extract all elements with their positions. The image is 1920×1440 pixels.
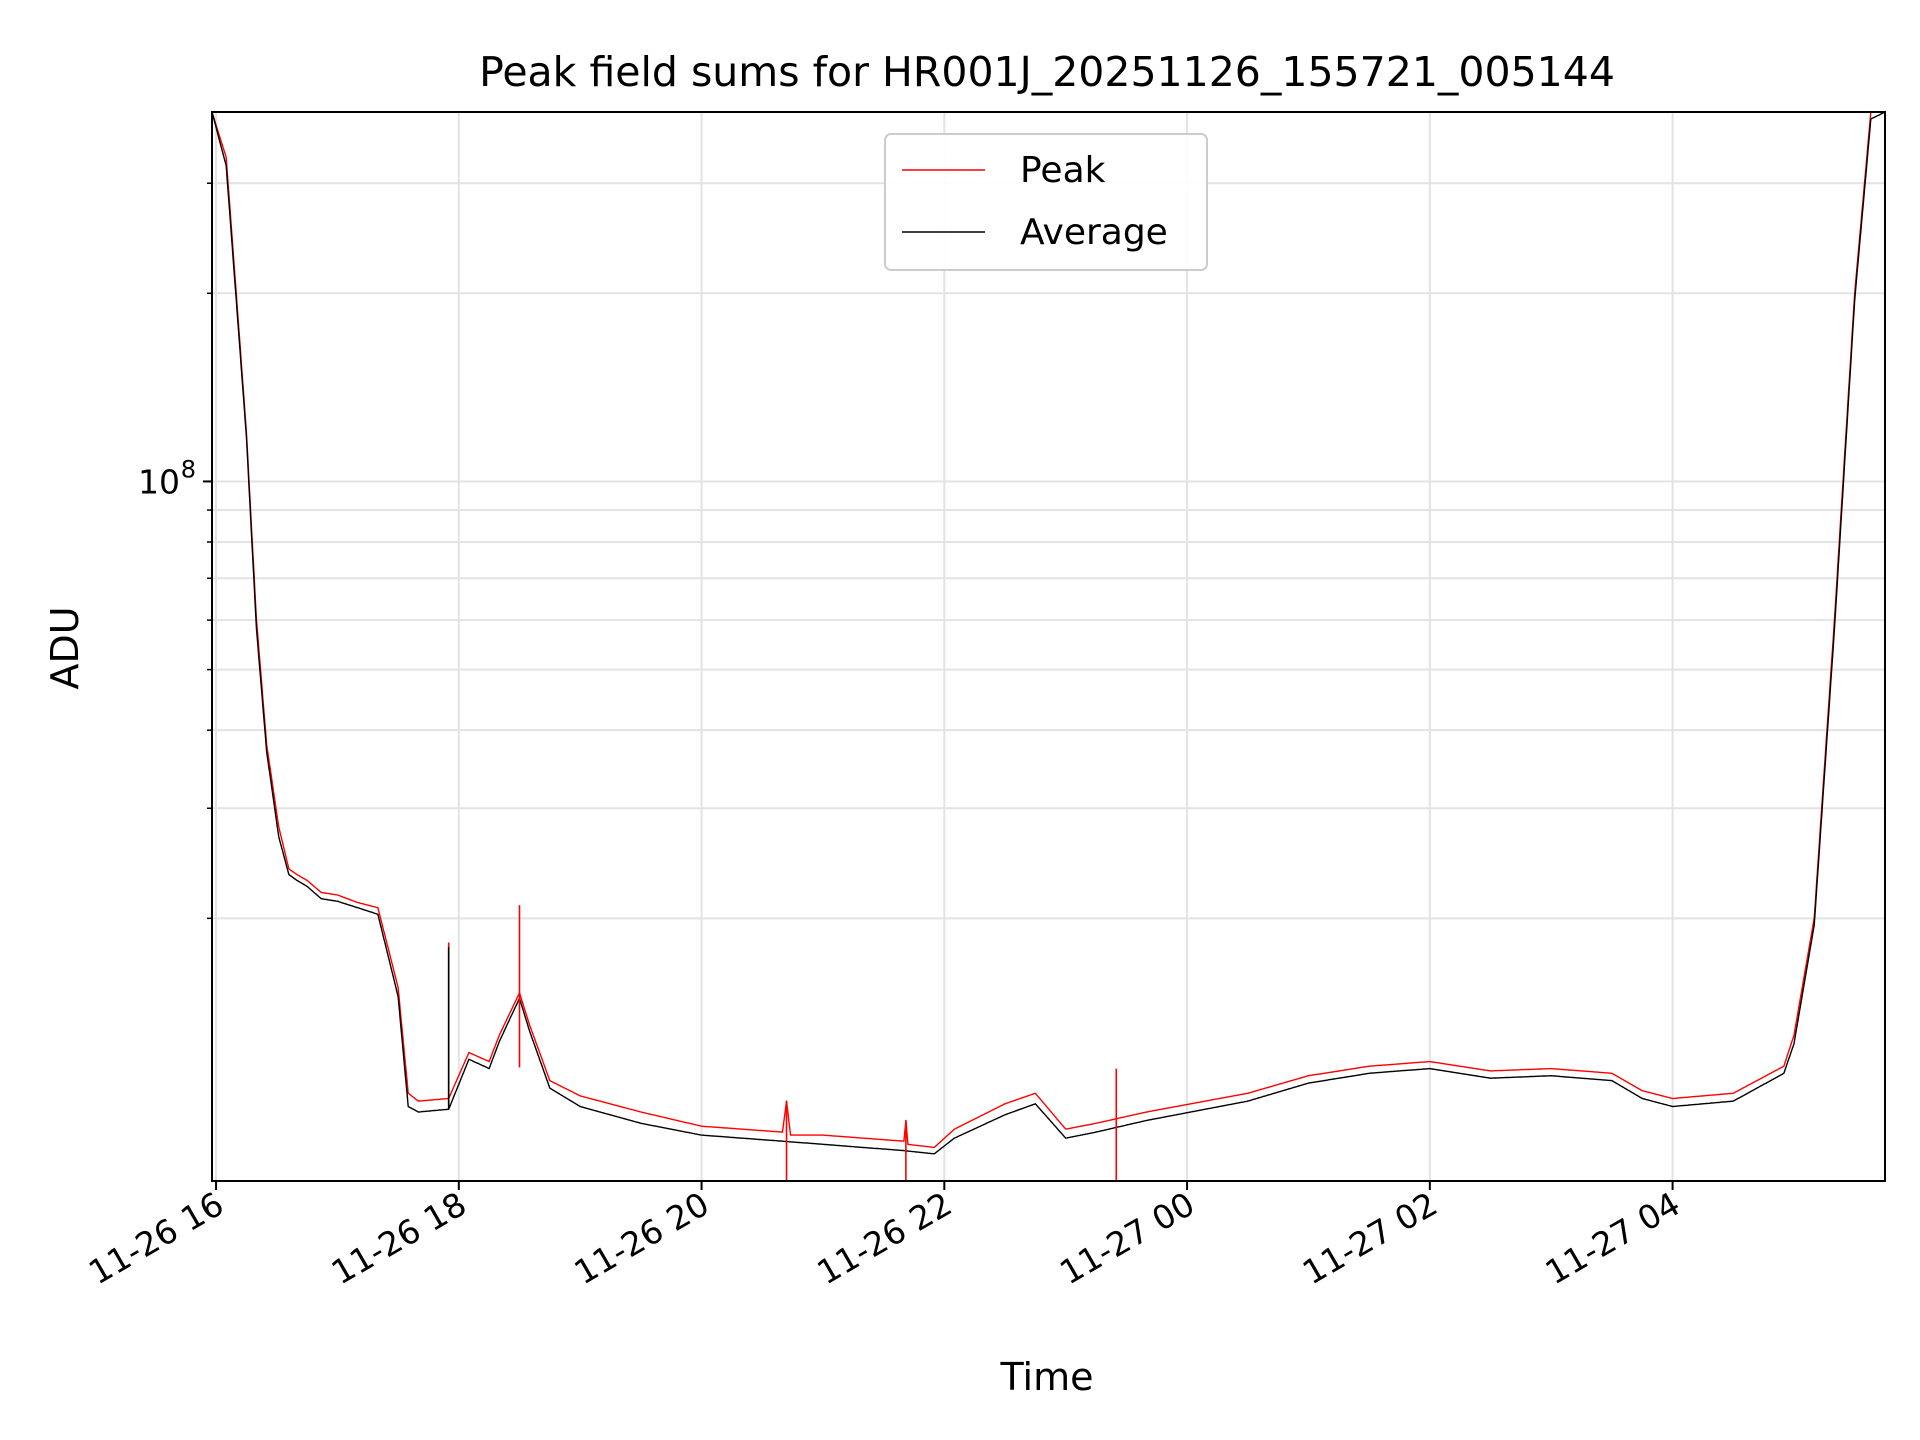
x-axis-label: Time — [1000, 1355, 1094, 1399]
series-average-line — [212, 112, 1885, 1155]
y-tick-exponent: 8 — [181, 455, 196, 483]
series-layer — [212, 112, 1885, 1181]
series-group — [212, 112, 1885, 1181]
y-axis-ticks: 10 8 — [138, 182, 212, 920]
y-axis-label: ADU — [43, 606, 87, 689]
legend-label-peak: Peak — [1020, 150, 1106, 191]
legend-label-average: Average — [1020, 212, 1168, 253]
chart-title: Peak field sums for HR001J_20251126_1557… — [479, 48, 1615, 96]
y-tick-label: 10 — [138, 462, 180, 501]
legend: Peak Average — [884, 133, 1208, 271]
grid — [212, 112, 1885, 1181]
series-peak-line — [212, 112, 1885, 1149]
plot-frame — [211, 111, 1886, 1182]
legend-box — [884, 133, 1208, 271]
